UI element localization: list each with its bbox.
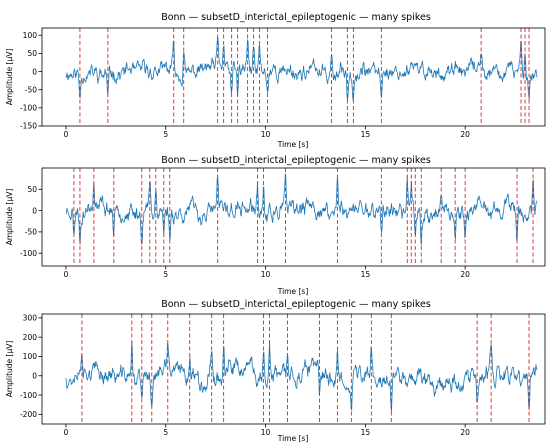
subplot-2-ylabel: Amplitude [µV] (5, 189, 14, 246)
subplot-2-xtick-label: 15 (361, 270, 371, 279)
subplot-1-eeg-trace (65, 36, 538, 101)
subplot-1-plot-area (65, 28, 538, 126)
subplot-3-axes-frame (41, 313, 546, 425)
subplot-1-ylabel: Amplitude [µV] (5, 49, 14, 106)
subplot-3-ytick-label: -200 (20, 410, 37, 419)
subplot-1-xtick-label: 20 (460, 130, 470, 139)
subplot-2-xlabel: Time [s] (277, 287, 309, 296)
subplot-2: Bonn — subsetD_interictal_epileptogenic … (5, 155, 546, 296)
subplot-3: Bonn — subsetD_interictal_epileptogenic … (5, 299, 546, 443)
subplot-1-xtick-label: 15 (361, 130, 371, 139)
subplot-3-xtick-label: 20 (460, 428, 470, 437)
subplot-2-title: Bonn — subsetD_interictal_epileptogenic … (161, 155, 431, 166)
subplot-2-eeg-trace (65, 173, 538, 246)
subplot-1-ytick-label: 50 (27, 49, 37, 58)
subplot-3-xtick-label: 10 (261, 428, 271, 437)
subplot-2-axes-frame (41, 167, 546, 267)
subplot-1-xtick-label: 10 (261, 130, 271, 139)
subplot-3-xtick-label: 5 (163, 428, 168, 437)
subplot-3-plot-area (65, 314, 538, 424)
subplot-1-xlabel: Time [s] (277, 140, 309, 149)
subplot-2-xtick-label: 20 (460, 270, 470, 279)
subplot-3-ytick-label: 200 (23, 333, 38, 342)
subplot-3-ytick-label: 300 (23, 314, 38, 323)
subplot-1-axes-frame (41, 27, 546, 127)
subplot-3-ytick-label: 100 (23, 352, 38, 361)
subplot-1-ytick-label: 100 (23, 31, 38, 40)
subplot-3-eeg-trace (65, 341, 538, 412)
subplot-3-xlabel: Time [s] (277, 434, 309, 443)
subplot-2-xtick-label: 0 (64, 270, 69, 279)
subplot-2-ytick-label: -100 (20, 249, 37, 258)
subplot-2-ytick-label: 50 (27, 185, 37, 194)
subplot-2-plot-area (65, 168, 538, 266)
subplot-3-title: Bonn — subsetD_interictal_epileptogenic … (161, 299, 431, 310)
subplot-2-ytick-label: -50 (25, 228, 37, 237)
subplot-2-xtick-label: 5 (163, 270, 168, 279)
subplot-1-xtick-label: 0 (64, 130, 69, 139)
subplot-3-ytick-label: 0 (32, 371, 37, 380)
subplot-1-ytick-label: 0 (32, 67, 37, 76)
subplot-1: Bonn — subsetD_interictal_epileptogenic … (5, 12, 546, 149)
subplot-2-ytick-label: 0 (32, 206, 37, 215)
subplot-3-ytick-label: -100 (20, 391, 37, 400)
subplot-1-ytick-label: -50 (25, 85, 37, 94)
subplot-3-xtick-label: 15 (361, 428, 371, 437)
subplot-1-ytick-label: -100 (20, 104, 37, 113)
subplot-1-ytick-label: -150 (20, 122, 37, 131)
subplot-2-xtick-label: 10 (261, 270, 271, 279)
subplot-1-xtick-label: 5 (163, 130, 168, 139)
subplot-3-ylabel: Amplitude [µV] (5, 341, 14, 398)
subplot-1-title: Bonn — subsetD_interictal_epileptogenic … (161, 12, 431, 23)
subplot-3-xtick-label: 0 (64, 428, 69, 437)
